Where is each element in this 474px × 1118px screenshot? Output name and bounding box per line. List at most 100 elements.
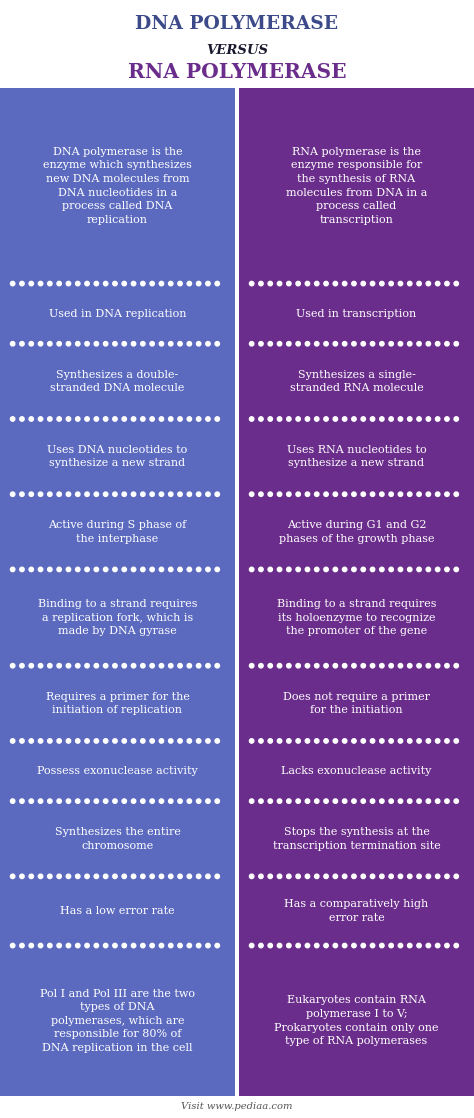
Circle shape [187,417,191,421]
Circle shape [187,663,191,667]
Circle shape [370,342,375,345]
Circle shape [268,874,273,879]
Circle shape [277,874,282,879]
Circle shape [315,739,319,743]
Circle shape [66,567,71,571]
Circle shape [206,944,210,948]
Circle shape [196,663,201,667]
Circle shape [196,417,201,421]
Circle shape [122,492,127,496]
Circle shape [196,282,201,286]
Circle shape [417,874,421,879]
Circle shape [57,799,61,804]
Circle shape [215,874,219,879]
Circle shape [20,739,24,743]
Bar [239,88,474,284]
Circle shape [370,567,375,571]
Circle shape [113,739,117,743]
Circle shape [342,282,347,286]
Circle shape [454,799,458,804]
Text: Requires a primer for the
initiation of replication: Requires a primer for the initiation of … [46,692,190,716]
Circle shape [361,874,365,879]
Circle shape [215,567,219,571]
Circle shape [206,567,210,571]
Circle shape [131,739,136,743]
Circle shape [66,944,71,948]
Circle shape [389,739,393,743]
Circle shape [259,492,263,496]
Circle shape [150,799,155,804]
Circle shape [305,282,310,286]
Circle shape [287,799,291,804]
Circle shape [150,282,155,286]
Circle shape [268,342,273,345]
Circle shape [75,492,80,496]
Circle shape [333,417,337,421]
Circle shape [29,799,34,804]
Circle shape [370,282,375,286]
Circle shape [122,417,127,421]
Circle shape [305,417,310,421]
Circle shape [141,417,145,421]
Circle shape [159,282,164,286]
Circle shape [178,944,182,948]
Circle shape [131,417,136,421]
Circle shape [389,492,393,496]
Circle shape [141,567,145,571]
Circle shape [333,874,337,879]
Circle shape [178,739,182,743]
Circle shape [169,417,173,421]
Circle shape [333,799,337,804]
Circle shape [103,417,108,421]
Circle shape [249,799,254,804]
Circle shape [352,417,356,421]
Circle shape [94,282,99,286]
Bar [0,569,235,665]
Circle shape [398,342,402,345]
Circle shape [342,663,347,667]
Circle shape [249,874,254,879]
Circle shape [296,492,301,496]
Circle shape [389,874,393,879]
Circle shape [268,739,273,743]
Circle shape [169,567,173,571]
Circle shape [380,342,384,345]
Circle shape [10,799,15,804]
Text: Uses RNA nucleotides to
synthesize a new strand: Uses RNA nucleotides to synthesize a new… [287,445,426,468]
Circle shape [315,342,319,345]
Circle shape [454,282,458,286]
Circle shape [408,282,412,286]
Circle shape [277,567,282,571]
Circle shape [215,663,219,667]
Circle shape [20,944,24,948]
Circle shape [94,567,99,571]
Circle shape [113,282,117,286]
Circle shape [436,492,440,496]
Circle shape [296,874,301,879]
Circle shape [38,739,43,743]
Circle shape [66,874,71,879]
Circle shape [29,567,34,571]
Circle shape [426,417,430,421]
Circle shape [324,739,328,743]
Circle shape [361,282,365,286]
Circle shape [94,492,99,496]
Circle shape [408,417,412,421]
Circle shape [169,282,173,286]
Bar [239,946,474,1096]
Circle shape [94,417,99,421]
Circle shape [85,739,89,743]
Circle shape [29,663,34,667]
Circle shape [94,342,99,345]
Circle shape [296,417,301,421]
Circle shape [103,663,108,667]
Circle shape [445,342,449,345]
Circle shape [206,663,210,667]
Circle shape [361,663,365,667]
Bar [239,877,474,946]
Circle shape [113,342,117,345]
Circle shape [57,492,61,496]
Circle shape [206,342,210,345]
Circle shape [215,417,219,421]
Circle shape [113,874,117,879]
